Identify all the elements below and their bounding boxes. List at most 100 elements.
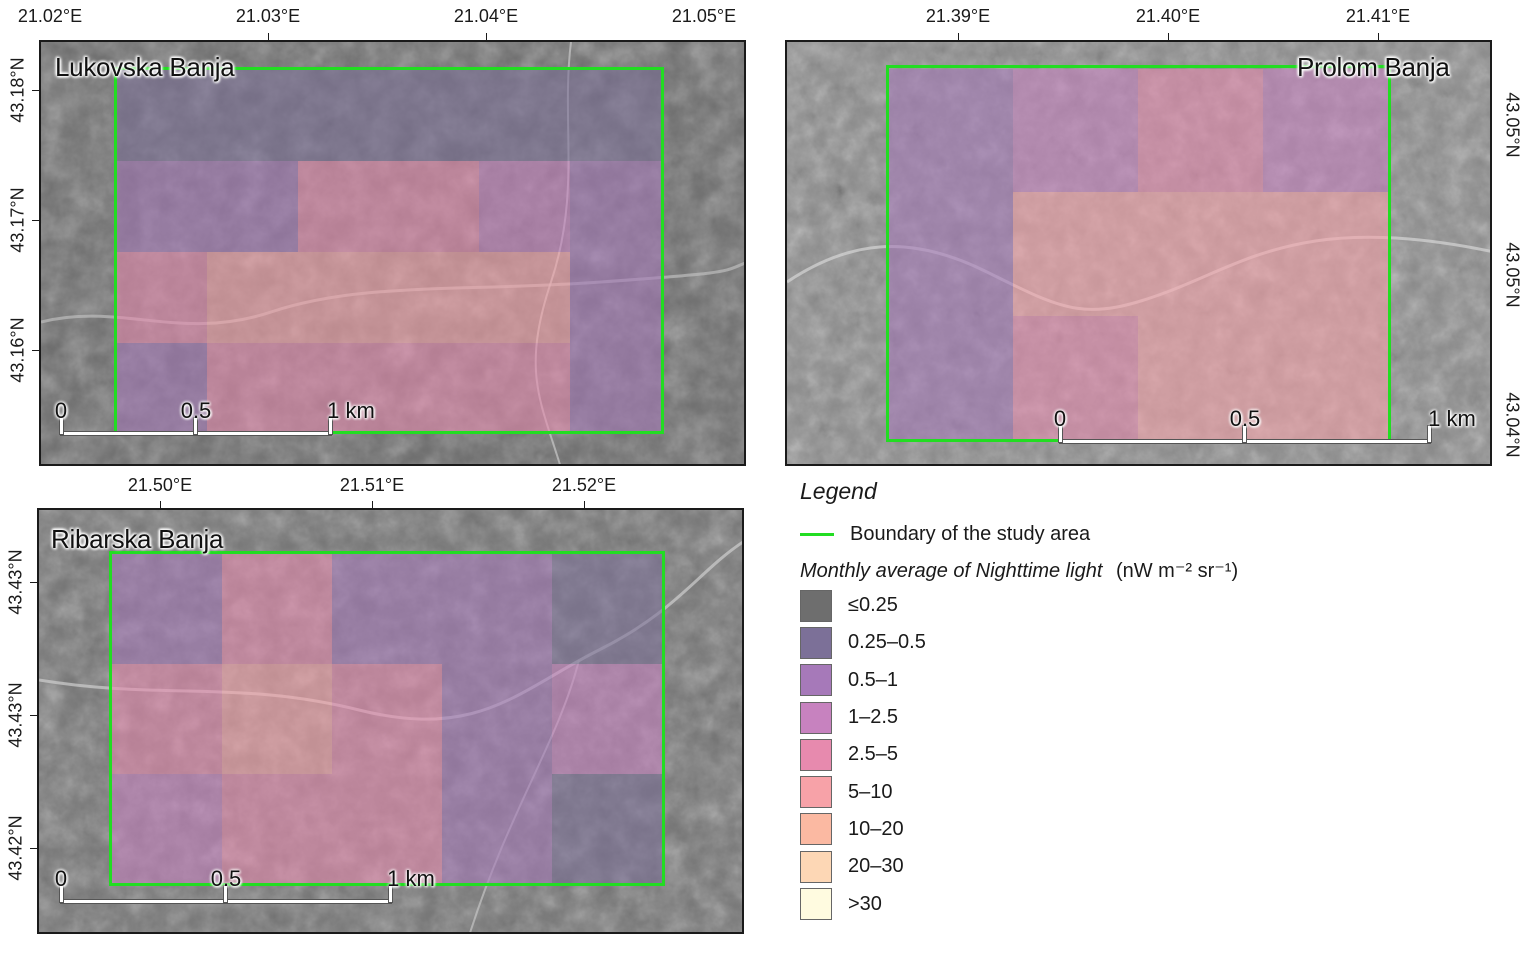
scale-label-0: 0 [1053,406,1067,431]
unit-label: (nW m⁻² sr⁻¹) [1115,560,1239,582]
lon-tick-label: 21.03°E [235,6,301,26]
ntl-grid-cell [297,252,389,343]
ntl-grid-cell [1263,192,1388,316]
lat-tick-label: 43.43°N [5,682,26,748]
map-legend: Legend Boundary of the study area Monthl… [800,478,1400,923]
ntl-grid-cell [1138,192,1263,316]
legend-class-label: 0.25–0.5 [848,631,926,654]
ntl-grid-cell [388,343,480,434]
legend-swatch [800,664,832,697]
legend-class-label: 0.5–1 [848,668,899,691]
ntl-grid-cell [332,664,442,774]
legend-class-entry: 5–10 [800,773,1400,810]
scale-label-half: 0.5 [1229,406,1261,431]
legend-class-entry: 10–20 [800,811,1400,848]
ntl-grid-cell [1263,69,1388,193]
legend-class-label: 10–20 [848,817,904,840]
ntl-grid-cell [222,664,332,774]
ntl-grid-cell [297,161,389,252]
lon-tick-label: 21.05°E [671,6,737,26]
lon-tick-label: 21.04°E [453,6,519,26]
scale-label-1km: 1 km [1428,406,1476,431]
legend-class-label: 20–30 [848,855,904,878]
ntl-grid-cell [222,554,332,664]
legend-class-entry: 20–30 [800,848,1400,885]
nighttime-light-grid [112,554,662,884]
ntl-grid-cell [206,161,298,252]
legend-swatch [800,888,832,921]
ntl-grid-cell [112,664,222,774]
ntl-grid-cell [112,554,222,664]
lat-tick-label: 43.43°N [5,549,26,615]
ntl-grid-cell [1138,69,1263,193]
legend-swatch [800,738,832,771]
ntl-grid-cell [297,70,389,161]
boundary-label: Boundary of the study area [850,523,1091,545]
ntl-grid-cell [206,252,298,343]
study-area-boundary [109,551,665,886]
ntl-grid-cell [570,343,661,434]
lon-tick-label: 21.41°E [1345,6,1411,26]
ntl-grid-cell [570,252,661,343]
ntl-grid-cell [570,161,661,252]
ntl-grid-cell [552,774,662,884]
lat-tick-label: 43.42°N [5,815,26,881]
ntl-grid-cell [1013,315,1138,439]
study-area-boundary [114,67,664,434]
lat-tick-label: 43.04°N [1502,392,1523,458]
ntl-grid-cell [479,252,571,343]
map-panel-ribarska-banja: Ribarska Banja 0 0.5 1 km [37,508,744,934]
ntl-grid-cell [297,343,389,434]
lat-tick-label: 43.05°N [1502,242,1523,308]
nighttime-light-grid [888,69,1388,439]
legend-variable-heading: Monthly average of Nighttime light (nW m… [800,558,1400,583]
ntl-grid-cell [1138,315,1263,439]
legend-class-label: 1–2.5 [848,706,899,729]
ntl-grid-cell [116,70,207,161]
ntl-grid-cell [388,252,480,343]
legend-class-entry: 0.5–1 [800,662,1400,699]
map-title: Ribarska Banja [51,524,224,554]
lon-tick-label: 21.51°E [339,475,405,495]
legend-class-label: 2.5–5 [848,743,899,766]
ntl-grid-cell [888,315,1013,439]
ntl-grid-cell [479,70,571,161]
ntl-grid-cell [116,343,207,434]
lat-tick-label: 43.18°N [7,57,28,123]
ntl-grid-cell [206,70,298,161]
ntl-grid-cell [479,343,571,434]
scale-label-0: 0 [54,398,68,423]
legend-class-entry: ≤0.25 [800,587,1400,624]
ntl-grid-cell [888,192,1013,316]
ntl-grid-cell [442,774,552,884]
legend-title: Legend [800,478,877,504]
ntl-grid-cell [388,70,480,161]
ntl-grid-cell [222,774,332,884]
ntl-grid-cell [1263,315,1388,439]
scale-label-0: 0 [54,866,68,891]
legend-swatch [800,850,832,883]
ntl-grid-cell [552,554,662,664]
scale-label-1km: 1 km [327,398,375,423]
variable-label: Monthly average of Nighttime light [800,560,1103,582]
ntl-grid-cell [206,343,298,434]
legend-class-entry: 1–2.5 [800,699,1400,736]
lon-tick-label: 21.40°E [1135,6,1201,26]
ntl-grid-cell [442,664,552,774]
lat-tick-label: 43.17°N [7,187,28,253]
ntl-grid-cell [112,774,222,884]
boundary-line-symbol [800,533,834,536]
ntl-grid-cell [1013,69,1138,193]
legend-swatch [800,626,832,659]
legend-class-label: ≤0.25 [848,594,898,617]
lon-tick-label: 21.02°E [17,6,83,26]
ntl-grid-cell [332,774,442,884]
scale-label-1km: 1 km [387,866,435,891]
lon-tick-label: 21.39°E [925,6,991,26]
ntl-grid-cell [570,70,661,161]
legend-class-entry: 0.25–0.5 [800,624,1400,661]
lon-tick-label: 21.52°E [551,475,617,495]
legend-class-entry: >30 [800,885,1400,922]
legend-swatch [800,813,832,846]
scale-label-half: 0.5 [180,398,212,423]
